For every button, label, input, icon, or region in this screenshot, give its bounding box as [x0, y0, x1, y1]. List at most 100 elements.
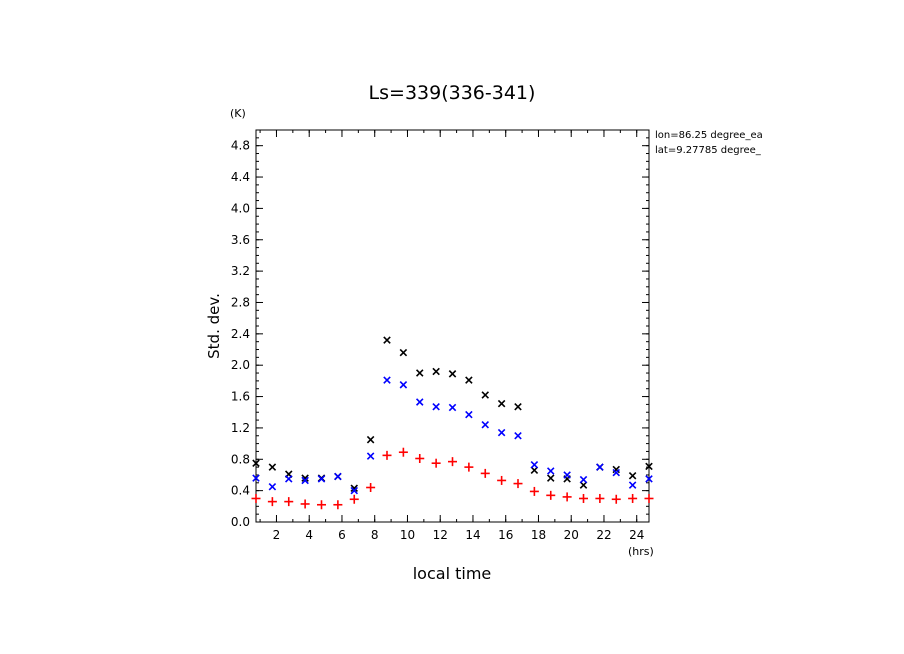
data-point: [432, 402, 440, 411]
data-point: [530, 461, 539, 469]
marker-stroke: [579, 481, 588, 489]
data-point: [301, 476, 309, 485]
data-point: [350, 484, 359, 493]
data-point: [350, 486, 359, 495]
marker-stroke: [317, 475, 326, 483]
x-tick-label: 2: [273, 528, 281, 542]
marker-stroke: [465, 376, 473, 384]
marker-stroke: [268, 463, 277, 471]
marker-stroke: [399, 381, 408, 389]
marker-stroke: [301, 474, 309, 482]
data-point: [415, 369, 424, 377]
y-tick-label: 4.4: [231, 170, 250, 184]
x-tick-label: 22: [596, 528, 611, 542]
x-tick-label: 12: [433, 528, 448, 542]
marker-stroke: [383, 376, 391, 384]
data-point: [514, 431, 522, 440]
y-unit-label: (K): [230, 107, 246, 120]
marker-stroke: [366, 435, 375, 444]
data-point: [431, 458, 441, 468]
data-point: [432, 367, 440, 376]
data-point: [546, 474, 555, 482]
marker-stroke: [415, 398, 424, 406]
x-tick-label: 6: [338, 528, 346, 542]
marker-stroke: [481, 391, 490, 399]
data-point: [579, 475, 588, 484]
data-point: [383, 376, 391, 384]
data-point: [628, 471, 637, 480]
marker-stroke: [432, 402, 440, 411]
data-point: [284, 497, 294, 507]
marker-stroke: [596, 463, 604, 471]
data-point: [530, 466, 539, 475]
marker-stroke: [448, 370, 457, 378]
x-tick-label: 20: [564, 528, 579, 542]
plot-marks: [251, 336, 654, 510]
data-point: [465, 376, 473, 384]
marker-stroke: [268, 482, 277, 491]
y-tick-label: 3.6: [231, 233, 250, 247]
marker-stroke: [645, 475, 653, 483]
data-point: [481, 421, 490, 429]
x-unit-label: (hrs): [628, 545, 654, 558]
data-point: [267, 497, 277, 507]
data-point: [366, 483, 376, 493]
data-point: [252, 459, 260, 467]
data-point: [333, 500, 343, 510]
x-axis-label: local time: [413, 564, 492, 583]
data-point: [579, 481, 588, 489]
marker-stroke: [284, 475, 293, 483]
data-point: [645, 462, 653, 471]
data-point: [251, 493, 261, 503]
data-point: [317, 475, 326, 483]
marker-stroke: [350, 486, 359, 495]
data-point: [529, 486, 539, 496]
y-tick-label: 2.0: [231, 358, 250, 372]
plot-axes: 2 4 6 8 10 12 14 16 18 20 22 240.00.40.81.21.62.02.…: [231, 129, 650, 542]
data-point: [448, 457, 457, 467]
marker-stroke: [497, 399, 506, 408]
data-point: [464, 462, 474, 472]
marker-stroke: [334, 472, 342, 481]
data-point: [399, 348, 408, 357]
y-tick-label: 4.8: [231, 139, 250, 153]
y-tick-label: 2.4: [231, 327, 250, 341]
marker-stroke: [448, 403, 457, 412]
y-tick-label: 0.0: [231, 515, 250, 529]
marker-stroke: [432, 367, 440, 376]
annotation-lat: lat=9.27785 degree_: [655, 145, 762, 156]
data-point: [497, 399, 506, 408]
data-point: [563, 471, 571, 479]
chart-title: Ls=339(336-341): [369, 82, 536, 104]
data-point: [579, 493, 588, 503]
data-point: [300, 499, 310, 509]
x-tick-label: 18: [531, 528, 546, 542]
data-point: [349, 494, 359, 504]
data-point: [628, 481, 637, 489]
marker-stroke: [415, 369, 424, 377]
marker-stroke: [301, 476, 309, 485]
data-point: [546, 490, 556, 500]
marker-stroke: [563, 471, 571, 479]
data-point: [611, 494, 621, 504]
x-tick-label: 10: [400, 528, 415, 542]
data-point: [465, 410, 473, 419]
y-axis-label: Std. dev.: [205, 293, 223, 359]
data-point: [628, 493, 638, 503]
y-tick-label: 4.0: [231, 201, 250, 215]
data-point: [481, 391, 490, 399]
data-point: [645, 475, 653, 483]
marker-stroke: [628, 471, 637, 480]
data-point: [448, 370, 457, 378]
marker-stroke: [530, 461, 539, 469]
x-tick-label: 24: [629, 528, 644, 542]
data-point: [415, 398, 424, 406]
y-tick-label: 0.4: [231, 484, 250, 498]
marker-stroke: [366, 452, 375, 460]
marker-stroke: [252, 459, 260, 467]
data-point: [497, 475, 507, 485]
y-tick-label: 0.8: [231, 452, 250, 466]
data-point: [252, 474, 260, 482]
marker-stroke: [546, 474, 555, 482]
data-point: [268, 482, 277, 491]
